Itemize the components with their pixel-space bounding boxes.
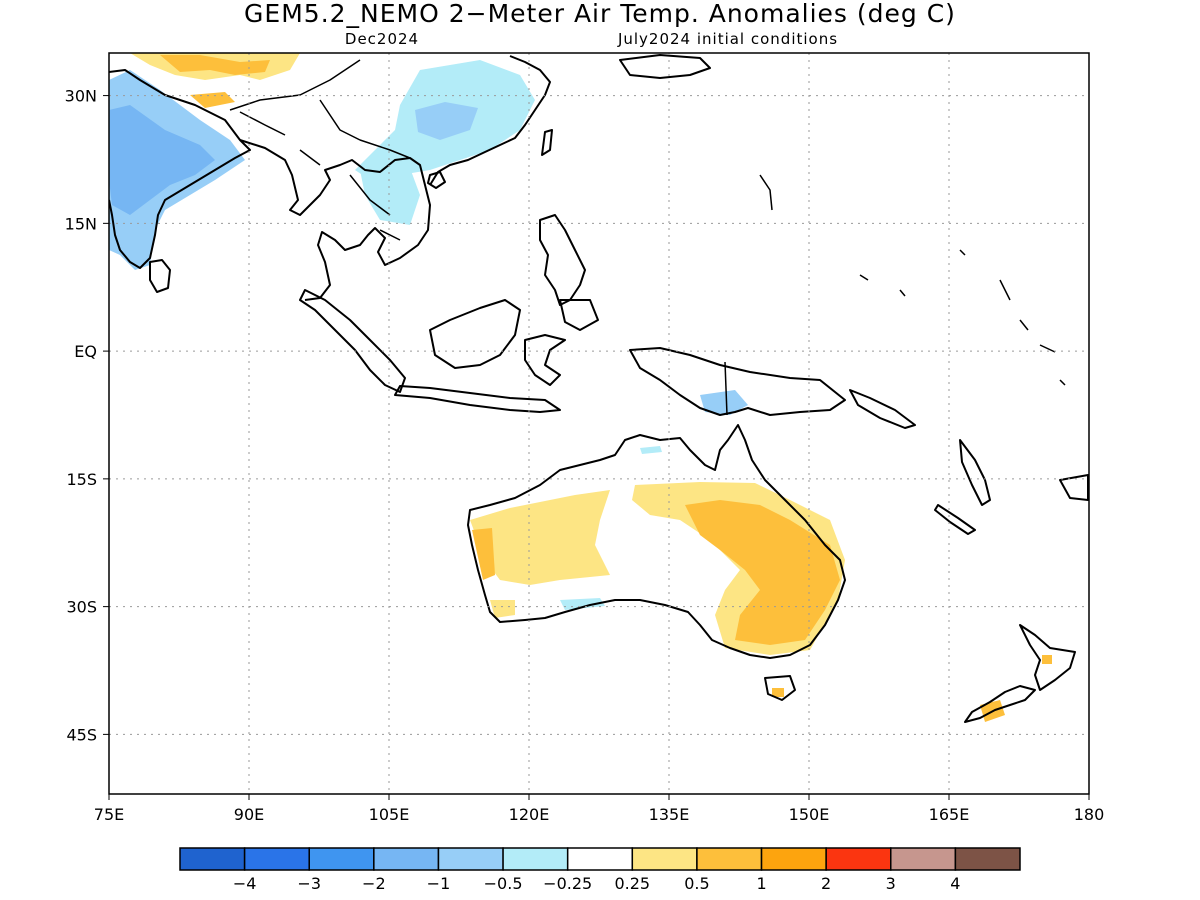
colorbar-label: 1: [756, 874, 766, 893]
coastline-solomon-islands: [849, 389, 916, 429]
colorbar-swatch: [566, 847, 634, 871]
colorbar-swatch: [890, 847, 957, 871]
coastline-india: [109, 69, 251, 269]
cool-anomaly-australia-north: [640, 446, 662, 454]
warm-anomaly-australia-westcoast: [472, 528, 495, 580]
colorbar-label: 0.5: [684, 874, 709, 893]
colorbar-swatch: [308, 847, 375, 871]
colorbar: −4 −3 −2 −1 −0.5 −0.25 0.25 0.5 1 2 3 4: [179, 847, 1021, 893]
lat-tick-label: 45S: [66, 725, 97, 744]
warm-anomaly-tibet-core: [160, 55, 270, 75]
lon-tick-label: 75E: [94, 805, 124, 824]
colorbar-swatch: [437, 847, 504, 871]
colorbar-label: 4: [950, 874, 960, 893]
colorbar-swatch: [954, 847, 1021, 871]
coastline-vanuatu: [959, 439, 991, 506]
latitude-ticks: 30N 15N EQ 15S 30S 45S: [65, 87, 109, 744]
map-plot-area: [109, 53, 1089, 794]
lat-tick-label: 15S: [66, 470, 97, 489]
warm-anomaly-australia-east-core: [685, 500, 840, 645]
colorbar-label: −0.5: [484, 874, 523, 893]
coastline-china: [429, 55, 551, 186]
coastline-java: [394, 385, 561, 413]
colorbar-swatch: [502, 847, 569, 871]
colorbar-label: −2: [362, 874, 386, 893]
border-lines: [229, 59, 411, 241]
border-png: [724, 361, 728, 416]
colorbar-swatch: [760, 847, 827, 871]
warm-anomaly-new-zealand-north: [1042, 655, 1052, 664]
coastline-sri-lanka: [149, 259, 171, 293]
colorbar-swatch: [696, 847, 763, 871]
coastline-micronesia: [759, 174, 1066, 386]
colorbar-label: 2: [821, 874, 831, 893]
lon-tick-label: 135E: [649, 805, 690, 824]
coastline-borneo: [429, 299, 521, 369]
lon-tick-label: 90E: [234, 805, 264, 824]
coastline-australia: [467, 424, 846, 659]
coastline-taiwan: [541, 129, 553, 156]
colorbar-swatch: [243, 847, 310, 871]
warm-anomaly-tasmania: [772, 688, 784, 697]
cool-anomaly-china-core: [415, 102, 478, 140]
coastlines: [109, 54, 1089, 723]
lon-tick-label: 120E: [509, 805, 550, 824]
coastline-new-zealand-south: [964, 685, 1036, 723]
coastline-japan: [619, 54, 711, 79]
coastline-southeast-asia: [239, 139, 431, 301]
map-frame: [108, 52, 1090, 795]
warm-anomaly-australia-west: [470, 490, 610, 585]
lat-tick-label: 30N: [65, 87, 97, 106]
colorbar-label: −0.25: [543, 874, 592, 893]
longitude-ticks: 75E 90E 105E 120E 135E 150E 165E 180: [94, 794, 1105, 824]
forecast-month: Dec2024: [345, 30, 419, 48]
lon-tick-label: 165E: [929, 805, 970, 824]
cool-anomaly-new-guinea: [700, 390, 748, 415]
coastline-mindanao: [559, 299, 599, 331]
lat-tick-label: EQ: [74, 342, 97, 361]
colorbar-swatch: [631, 847, 698, 871]
coastline-sulawesi: [524, 334, 566, 386]
coastline-new-caledonia: [934, 504, 976, 535]
figure-title: GEM5.2_NEMO 2−Meter Air Temp. Anomalies …: [244, 0, 956, 28]
colorbar-label: 3: [886, 874, 896, 893]
coastline-tasmania: [764, 675, 796, 701]
coastline-new-guinea: [629, 347, 846, 416]
colorbar-swatch: [373, 847, 440, 871]
colorbar-label: −4: [233, 874, 257, 893]
lat-tick-label: 30S: [66, 598, 97, 617]
lon-tick-label: 150E: [789, 805, 830, 824]
colorbar-label: −3: [297, 874, 321, 893]
coastline-fiji: [1059, 474, 1089, 501]
coastline-new-zealand-north: [1019, 624, 1076, 691]
warm-anomaly-australia-southwest: [490, 600, 515, 618]
coastline-hainan: [427, 171, 446, 189]
lat-tick-label: 15N: [65, 214, 97, 233]
coastline-philippines: [539, 214, 586, 306]
colorbar-swatch: [825, 847, 892, 871]
coastline-sumatra: [299, 289, 406, 393]
lon-tick-label: 180: [1074, 805, 1105, 824]
cool-anomaly-indochina: [360, 168, 420, 225]
initial-conditions: July2024 initial conditions: [617, 30, 838, 48]
graticule: [109, 53, 1089, 794]
colorbar-swatch: [179, 847, 246, 871]
colorbar-label: −1: [427, 874, 451, 893]
colorbar-label: 0.25: [614, 874, 650, 893]
cool-anomaly-india-core: [109, 105, 215, 215]
anomaly-shading: [109, 53, 1052, 722]
lon-tick-label: 105E: [369, 805, 410, 824]
